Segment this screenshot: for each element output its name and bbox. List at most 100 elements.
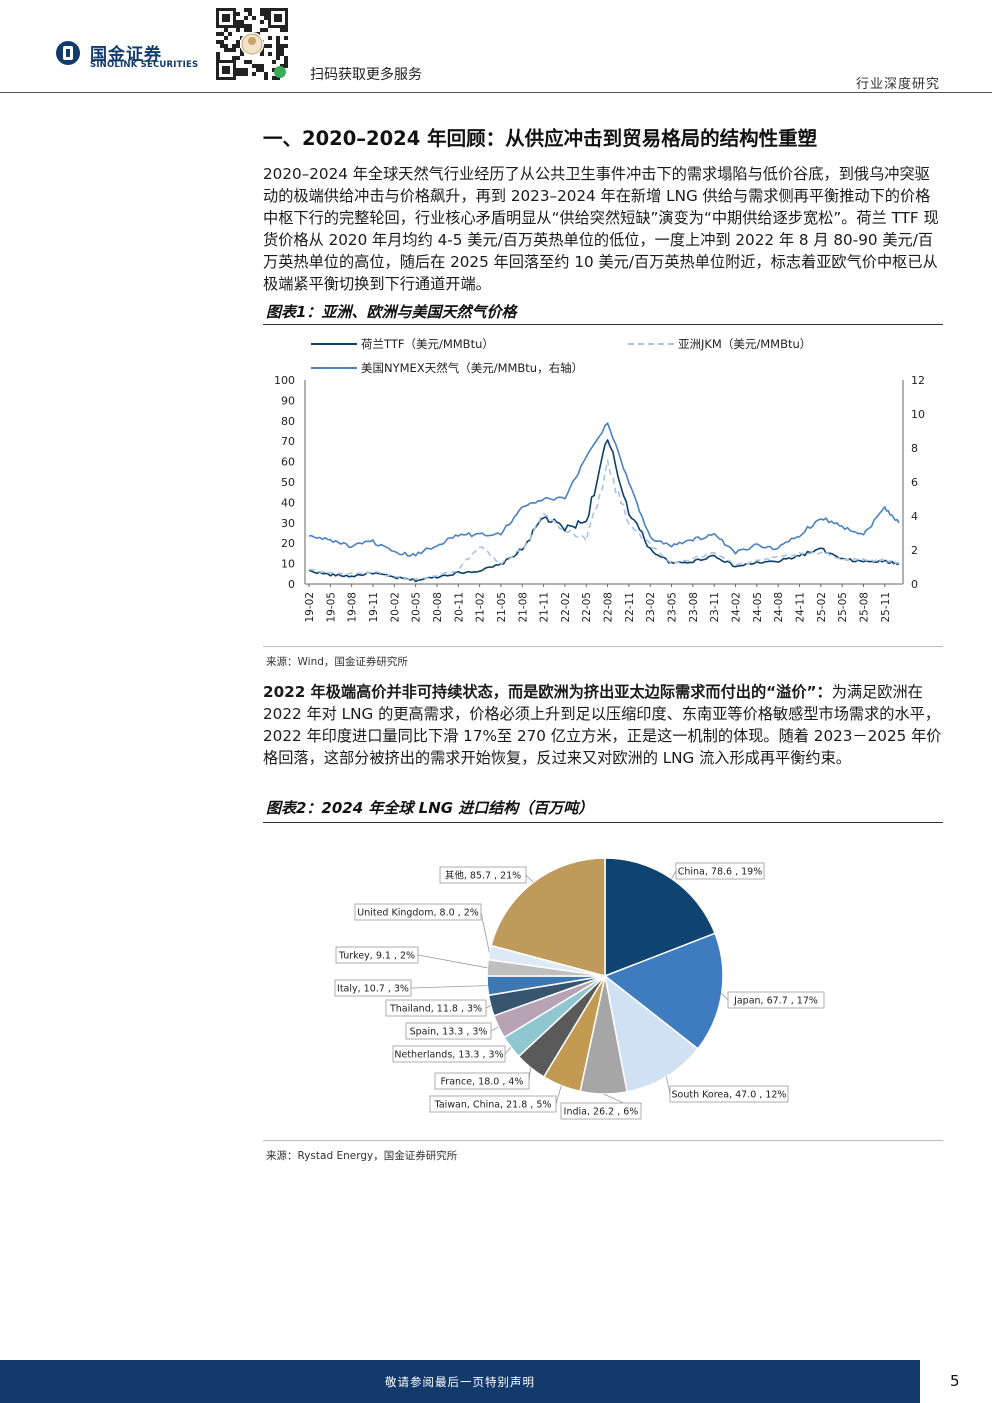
gas-price-line-chart: 荷兰TTF（美元/MMBtu） 亚洲JKM（美元/MMBtu） 美国NYMEX天然气…: [274, 337, 925, 623]
figure-2-rule: [263, 822, 943, 823]
figure-1-bottom-rule: [263, 646, 943, 647]
y-tick-left: 70: [281, 435, 295, 448]
pie-label-box: [335, 946, 419, 964]
x-tick-label: 20-08: [432, 592, 444, 623]
pie-leader-line: [671, 870, 677, 879]
pie-leader-line: [417, 954, 488, 969]
pie-label-box: [354, 903, 482, 921]
x-tick-label: 23-11: [709, 592, 721, 623]
pie-slice: [603, 974, 699, 1093]
y-tick-right: 2: [911, 544, 918, 557]
sinolink-logo-icon: [56, 41, 80, 65]
x-tick-label: 21-11: [539, 592, 551, 623]
x-tick-label: 25-08: [858, 592, 870, 623]
x-tick-label: 23-05: [667, 592, 679, 623]
pie-label: India, 26.2 , 6%: [564, 1107, 639, 1118]
company-name-cn: 国金证券: [90, 45, 162, 65]
y-tick-left: 0: [288, 578, 295, 591]
x-tick-label: 24-11: [794, 592, 806, 623]
pie-label: South Korea, 47.0 , 12%: [672, 1090, 787, 1101]
x-tick-label: 22-08: [603, 592, 615, 623]
pie-label-box: [434, 1072, 530, 1090]
x-tick-label: 22-11: [624, 592, 636, 623]
pie-slice: [604, 857, 716, 978]
figure-2-title: 图表2：2024 年全球 LNG 进口结构（百万吨）: [266, 799, 594, 817]
series-line: [308, 422, 900, 557]
pie-leader-line: [525, 874, 534, 883]
y-tick-right: 12: [911, 374, 925, 387]
series-line: [308, 459, 900, 581]
figure-1-source: 来源：Wind，国金证券研究所: [266, 656, 408, 668]
x-tick-label: 23-08: [688, 592, 700, 623]
pie-label: Japan, 67.7 , 17%: [733, 996, 818, 1007]
series-line: [308, 439, 900, 583]
figure-1-title: 图表1：亚洲、欧洲与美国天然气价格: [266, 303, 517, 321]
pie-label-box: [405, 1022, 492, 1040]
x-tick-label: 20-02: [389, 592, 401, 623]
x-tick-label: 19-11: [368, 592, 380, 623]
header-divider: [0, 92, 992, 93]
pie-leader-line: [721, 993, 729, 1001]
x-tick-label: 25-05: [837, 592, 849, 623]
x-tick-label: 21-05: [496, 592, 508, 623]
x-tick-label: 23-02: [645, 592, 657, 623]
qr-code-icon[interactable]: [216, 8, 288, 80]
pie-label-box: [392, 1045, 506, 1063]
pie-label: United Kingdom, 8.0 , 2%: [357, 908, 479, 919]
x-tick-label: 21-08: [517, 592, 529, 623]
pie-label-box: [560, 1102, 642, 1120]
y-tick-left: 100: [274, 374, 295, 387]
company-name-en: SINOLINK SECURITIES: [90, 60, 199, 70]
x-tick-label: 22-02: [560, 592, 572, 623]
y-tick-left: 50: [281, 476, 295, 489]
pie-label-box: [334, 979, 412, 997]
x-tick-label: 25-02: [816, 592, 828, 623]
pie-leader-line: [480, 911, 490, 953]
x-tick-label: 19-05: [325, 592, 337, 623]
pie-label: France, 18.0 , 4%: [441, 1077, 524, 1088]
y-tick-right: 4: [911, 510, 918, 523]
y-tick-left: 90: [281, 394, 295, 407]
pie-label-box: [385, 999, 487, 1017]
pie-label: 其他, 85.7 , 21%: [445, 870, 521, 882]
pie-label: Thailand, 11.8 , 3%: [389, 1004, 482, 1015]
figure-1-rule: [263, 324, 943, 325]
pie-leader-line: [555, 1085, 562, 1105]
pie-leader-line: [485, 1005, 491, 1009]
y-tick-left: 20: [281, 537, 295, 550]
legend-label: 亚洲JKM（美元/MMBtu）: [678, 337, 811, 351]
pie-label: Spain, 13.3 , 3%: [410, 1027, 488, 1038]
pie-leader-line: [490, 1026, 499, 1032]
y-tick-right: 8: [911, 442, 918, 455]
pie-label: Italy, 10.7 , 3%: [337, 984, 409, 995]
pie-label-box: [429, 1095, 557, 1113]
pie-label-box: [669, 1085, 789, 1103]
pie-label: Turkey, 9.1 , 2%: [338, 951, 415, 962]
y-tick-right: 0: [911, 578, 918, 591]
x-tick-label: 20-05: [411, 592, 423, 623]
qr-caption: 扫码获取更多服务: [310, 67, 422, 83]
footer-disclaimer[interactable]: 敬请参阅最后一页特别声明: [385, 1375, 535, 1389]
paragraph-2: 2022 年极端高价并非可持续状态，而是欧洲为挤出亚太边际需求而付出的“溢价”：…: [263, 681, 943, 769]
page-number: 5: [950, 1372, 960, 1390]
section-title: 一、2020–2024 年回顾：从供应冲击到贸易格局的结构性重塑: [263, 127, 818, 150]
y-tick-left: 30: [281, 517, 295, 530]
y-tick-right: 10: [911, 408, 925, 421]
figure-2-source: 来源：Rystad Energy，国金证券研究所: [266, 1150, 458, 1162]
pie-label: China, 78.6 , 19%: [678, 867, 763, 878]
x-tick-label: 24-02: [731, 592, 743, 623]
x-tick-label: 21-02: [475, 592, 487, 623]
x-tick-label: 22-05: [581, 592, 593, 623]
x-tick-label: 24-05: [752, 592, 764, 623]
lng-import-pie-chart: China, 78.6 , 19% Japan, 67.7 , 17% South …: [334, 857, 825, 1120]
x-tick-label: 20-11: [453, 592, 465, 623]
footer-bar: [0, 1360, 920, 1403]
paragraph-2-bold: 2022 年极端高价并非可持续状态，而是欧洲为挤出亚太边际需求而付出的“溢价”：: [263, 683, 832, 701]
pie-leader-line: [666, 1076, 671, 1095]
pie-label-box: [439, 866, 527, 884]
x-tick-label: 19-08: [347, 592, 359, 623]
pie-slice: [490, 857, 606, 977]
y-tick-right: 6: [911, 476, 918, 489]
pie-label-box: [727, 991, 825, 1009]
x-tick-label: 24-08: [773, 592, 785, 623]
